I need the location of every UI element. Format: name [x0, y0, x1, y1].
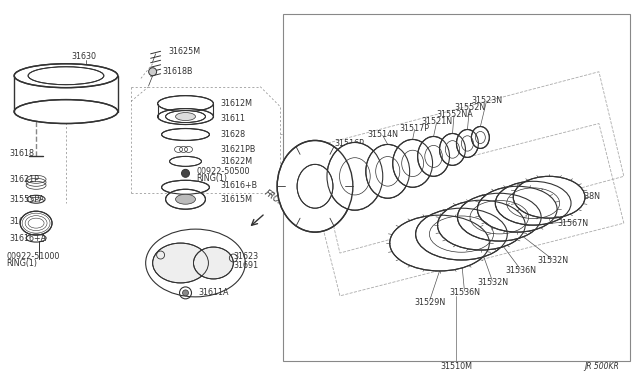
Text: 31630: 31630 — [71, 52, 96, 61]
Bar — [283, 14, 630, 360]
Ellipse shape — [157, 109, 213, 125]
Text: 31618: 31618 — [9, 149, 34, 158]
Ellipse shape — [146, 229, 245, 297]
Ellipse shape — [153, 243, 209, 283]
Ellipse shape — [14, 64, 118, 88]
Text: 31616+B: 31616+B — [220, 181, 257, 190]
Text: 31536N: 31536N — [449, 288, 481, 297]
Ellipse shape — [418, 137, 449, 176]
Ellipse shape — [456, 129, 478, 157]
Ellipse shape — [166, 189, 205, 209]
Ellipse shape — [157, 96, 213, 112]
Ellipse shape — [297, 164, 333, 208]
Text: 31552N: 31552N — [454, 103, 486, 112]
Text: 00922-51000: 00922-51000 — [6, 251, 60, 260]
Text: 31625M: 31625M — [168, 47, 201, 56]
Text: 31611: 31611 — [220, 114, 245, 123]
Text: 31514N: 31514N — [368, 130, 399, 139]
Ellipse shape — [390, 215, 490, 271]
Ellipse shape — [162, 180, 209, 194]
Ellipse shape — [415, 208, 508, 260]
Text: 31623: 31623 — [234, 251, 259, 260]
Ellipse shape — [495, 181, 571, 225]
Text: 31532N: 31532N — [477, 278, 509, 288]
Ellipse shape — [20, 211, 52, 235]
Ellipse shape — [472, 126, 490, 148]
Ellipse shape — [366, 144, 410, 198]
Text: 31621PB: 31621PB — [220, 145, 256, 154]
Ellipse shape — [166, 110, 205, 122]
Ellipse shape — [175, 113, 195, 121]
Text: 31521N: 31521N — [422, 117, 452, 126]
Ellipse shape — [182, 169, 189, 177]
Text: 31511M: 31511M — [291, 152, 323, 161]
Text: FRONT: FRONT — [262, 188, 290, 211]
Ellipse shape — [277, 141, 353, 232]
Text: 31622M: 31622M — [220, 157, 253, 166]
Ellipse shape — [182, 290, 189, 296]
Text: 31615M: 31615M — [220, 195, 252, 204]
Text: 31529N: 31529N — [415, 298, 446, 307]
Ellipse shape — [148, 68, 157, 76]
Text: 31615: 31615 — [9, 217, 35, 226]
Ellipse shape — [477, 186, 557, 232]
Text: 31567N: 31567N — [557, 219, 588, 228]
Text: 31628: 31628 — [220, 130, 246, 139]
Text: 31555PA: 31555PA — [9, 195, 44, 204]
Text: 31523N: 31523N — [472, 96, 502, 105]
Text: 31532N: 31532N — [537, 257, 568, 266]
Text: 31621P: 31621P — [9, 175, 39, 184]
Ellipse shape — [393, 140, 433, 187]
Ellipse shape — [438, 200, 525, 250]
Text: 31517P: 31517P — [400, 124, 429, 133]
Text: 31691: 31691 — [234, 262, 259, 270]
Text: 31616+A: 31616+A — [9, 234, 46, 243]
Ellipse shape — [28, 67, 104, 85]
Text: RING(1): RING(1) — [6, 260, 37, 269]
Ellipse shape — [513, 176, 585, 218]
Text: JR 500KR: JR 500KR — [584, 362, 619, 371]
Ellipse shape — [327, 142, 383, 210]
Ellipse shape — [162, 128, 209, 141]
Text: 31538N: 31538N — [569, 192, 600, 201]
Ellipse shape — [458, 193, 541, 241]
Text: 00922-50500: 00922-50500 — [196, 167, 250, 176]
Text: RING(1): RING(1) — [196, 174, 227, 183]
Text: 31516P: 31516P — [334, 139, 364, 148]
Ellipse shape — [193, 247, 234, 279]
Ellipse shape — [14, 100, 118, 124]
Text: 31618B: 31618B — [163, 67, 193, 76]
Text: 31510M: 31510M — [440, 362, 472, 371]
Text: 31611A: 31611A — [198, 288, 229, 297]
Ellipse shape — [170, 156, 202, 166]
Text: 31612M: 31612M — [220, 99, 252, 108]
Text: 31552NA: 31552NA — [436, 110, 474, 119]
Ellipse shape — [175, 194, 195, 204]
Text: 31536N: 31536N — [506, 266, 536, 275]
Ellipse shape — [440, 134, 465, 166]
